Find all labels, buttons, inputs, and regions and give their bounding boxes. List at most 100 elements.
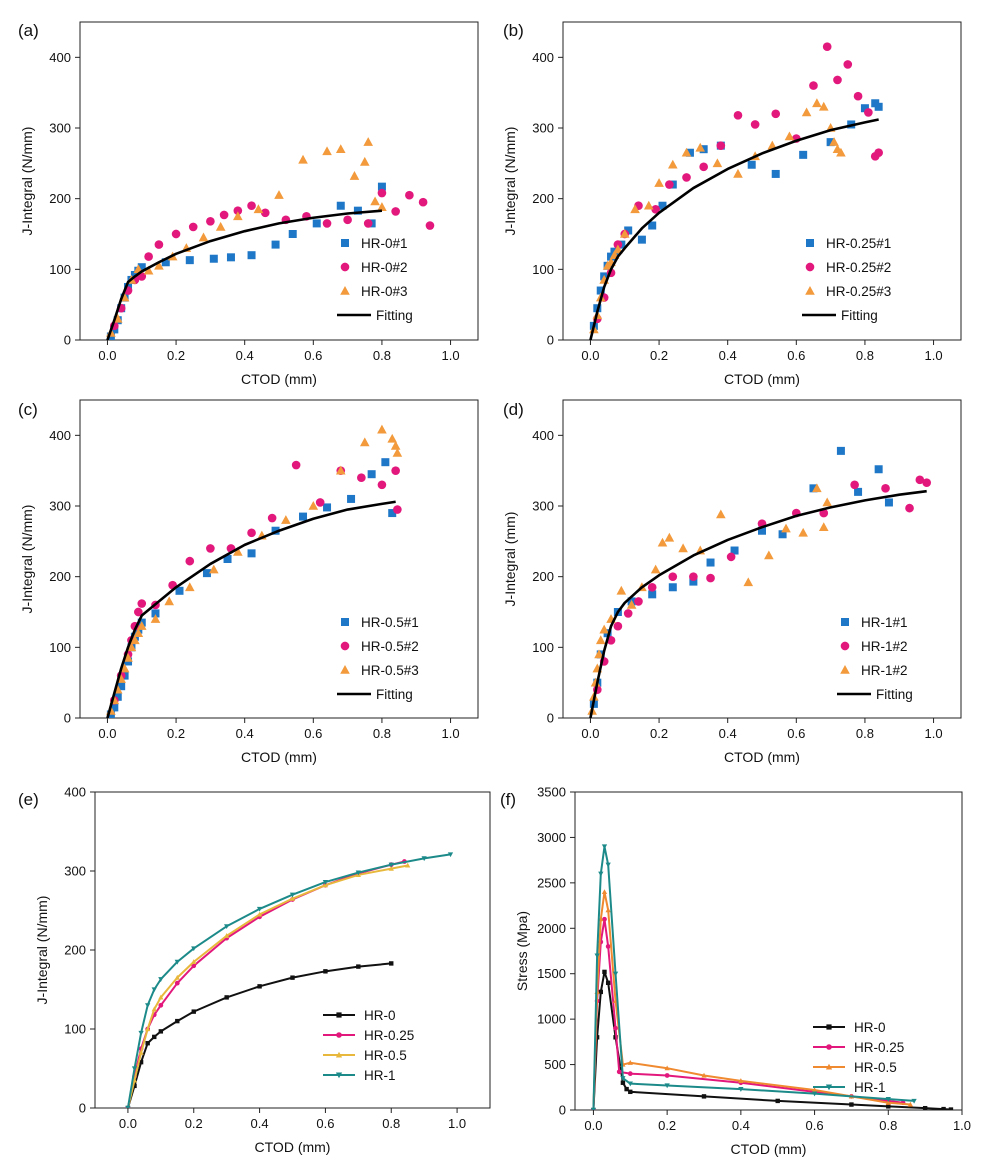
data-point (271, 526, 280, 535)
plot-frame (94, 791, 491, 1109)
data-point (623, 609, 633, 618)
data-point (874, 148, 883, 158)
data-point (377, 188, 387, 198)
data-point (154, 240, 164, 249)
data-point (619, 229, 630, 238)
data-point (158, 1029, 164, 1034)
data-point (349, 171, 360, 180)
data-point (874, 465, 883, 474)
data-point (175, 1018, 180, 1024)
data-point (599, 624, 609, 634)
data-point (343, 215, 352, 225)
legend-swatch (340, 641, 350, 651)
data-point (138, 1049, 144, 1055)
data-point (620, 1080, 626, 1085)
data-point (388, 862, 394, 868)
data-point (256, 906, 263, 912)
legend-label: HR-0.25 (854, 1040, 904, 1055)
data-point (233, 546, 243, 556)
data-point (405, 862, 411, 868)
series-line-4 (589, 118, 879, 340)
data-point (405, 190, 414, 200)
data-point (689, 572, 698, 581)
data-point (658, 201, 667, 210)
data-point (224, 995, 229, 1000)
y-tick-label: 0 (64, 333, 71, 348)
y-axis-label: J-Integral (mm) (502, 512, 518, 607)
data-point (226, 253, 235, 262)
data-point (594, 1035, 600, 1040)
x-axis-label: CTOD (mm) (724, 749, 800, 765)
data-point (391, 207, 400, 216)
data-point (850, 480, 859, 490)
legend-label: HR-1 (364, 1068, 396, 1083)
legend-label: HR-0.25 (364, 1028, 414, 1043)
data-point (778, 530, 787, 539)
x-tick-label: 0.2 (650, 726, 668, 741)
data-point (650, 564, 661, 574)
legend-swatch-marker (336, 1012, 342, 1018)
data-point (191, 959, 197, 964)
data-point (885, 1099, 891, 1105)
data-point (359, 437, 370, 447)
data-point (685, 148, 694, 157)
series-group (587, 446, 932, 718)
data-point (771, 109, 781, 119)
data-point (336, 201, 345, 210)
data-point (602, 969, 607, 975)
x-tick-label: 0.0 (98, 348, 116, 363)
data-point (143, 265, 154, 275)
data-point (634, 597, 643, 606)
data-point (885, 1097, 891, 1102)
legend-label: HR-0#3 (361, 284, 408, 299)
data-point (267, 513, 277, 523)
legend-label: Fitting (376, 687, 413, 702)
y-tick-label: 1000 (537, 1012, 566, 1027)
data-point (359, 156, 370, 166)
data-point (370, 196, 380, 206)
data-point (298, 154, 308, 164)
y-tick-label: 3500 (537, 785, 566, 800)
x-tick-label: 0.2 (167, 726, 185, 741)
legend-label: HR-1#2 (861, 639, 908, 654)
y-tick-label: 300 (532, 121, 554, 136)
data-point (860, 104, 869, 113)
data-point (627, 1071, 633, 1077)
data-point (206, 216, 215, 226)
data-point (601, 844, 608, 850)
legend-label: HR-0.5 (364, 1048, 407, 1063)
data-point (154, 260, 164, 270)
data-point (363, 219, 373, 228)
data-point (664, 1073, 670, 1078)
data-point (260, 208, 270, 218)
y-tick-label: 300 (49, 121, 71, 136)
series-line-4 (106, 500, 396, 718)
data-point (150, 614, 161, 623)
data-point (605, 907, 611, 913)
data-point (833, 75, 842, 85)
data-point (590, 1107, 597, 1110)
x-tick-label: 0.0 (98, 726, 116, 741)
data-point (853, 91, 863, 101)
series-line-3 (592, 890, 911, 1110)
data-point (620, 1076, 626, 1081)
x-tick-label: 0.8 (373, 348, 391, 363)
data-point (132, 1083, 137, 1089)
data-point (602, 916, 607, 922)
data-point (905, 503, 914, 513)
panel-letter: (e) (18, 790, 39, 809)
data-point (637, 235, 646, 244)
data-point (701, 1094, 707, 1099)
data-point (323, 969, 328, 974)
data-point (174, 974, 180, 980)
data-point (323, 503, 332, 512)
data-point (322, 879, 329, 885)
data-point (110, 703, 119, 712)
data-point (145, 1026, 151, 1032)
data-point (812, 98, 822, 108)
panel-letter: (a) (18, 21, 39, 40)
data-point (907, 1101, 914, 1107)
data-point (447, 852, 454, 858)
data-point (126, 642, 137, 652)
legend-swatch (340, 665, 350, 674)
